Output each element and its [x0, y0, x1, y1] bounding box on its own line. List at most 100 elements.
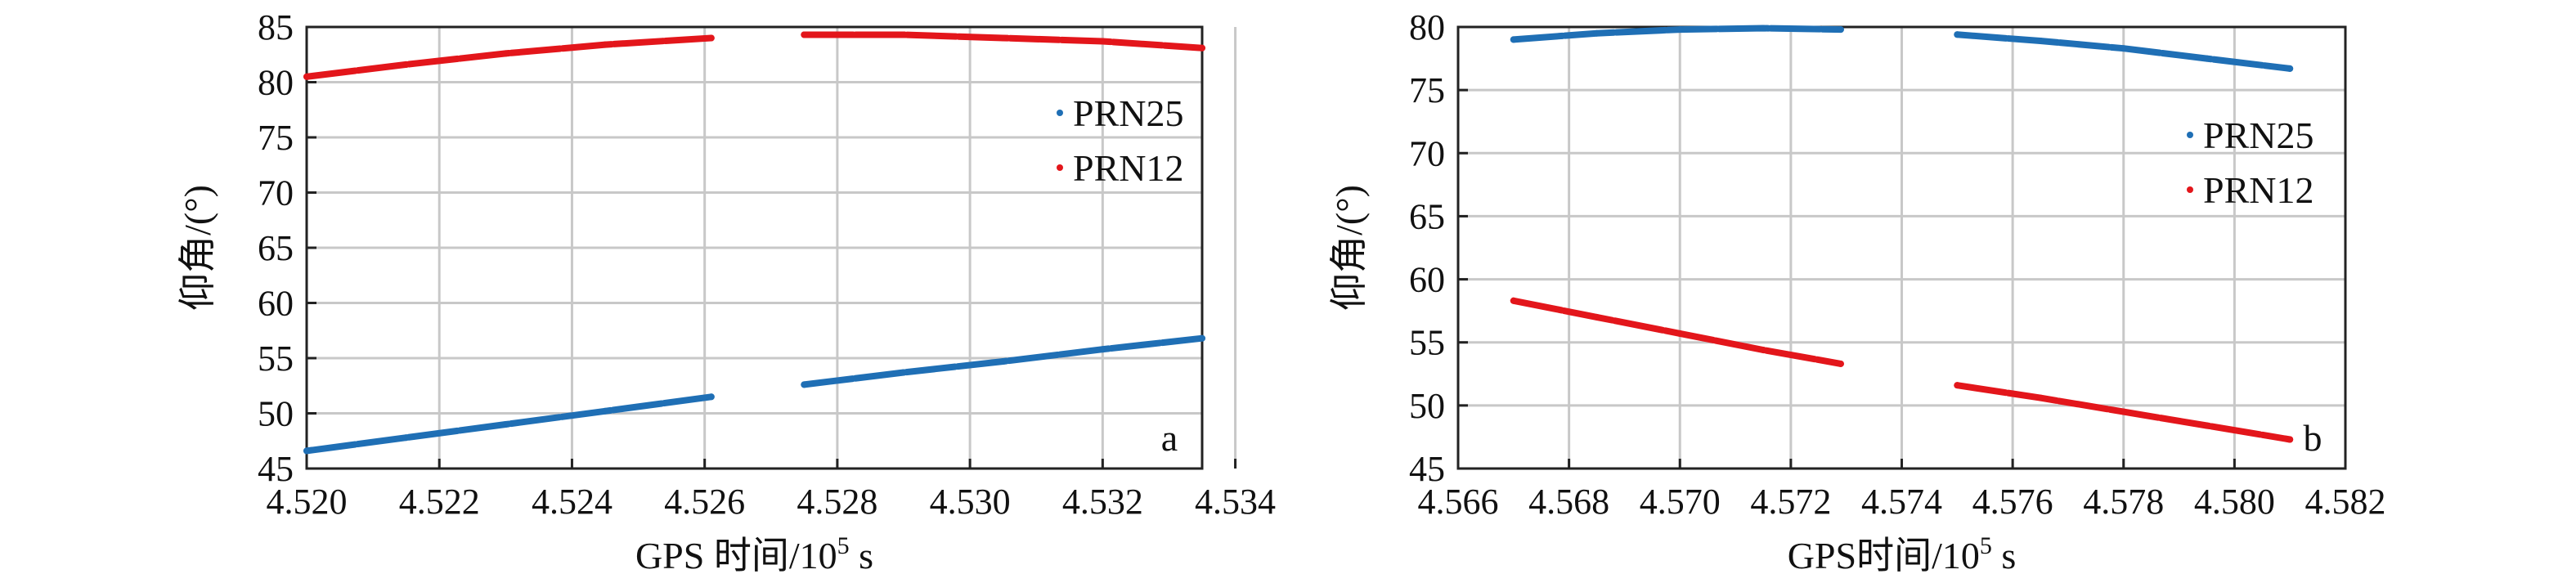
x-tick-label: 4.566	[1418, 482, 1499, 522]
data-point	[707, 393, 715, 401]
data-point	[1099, 38, 1106, 45]
data-point	[1510, 297, 1517, 304]
x-tick-label: 4.522	[399, 482, 480, 522]
y-tick-label: 65	[258, 228, 294, 268]
data-point	[1954, 382, 1961, 389]
chart-panel-a: 4.520 4.522 4.524 4.526 4.528 4.530 4.532 4.534…	[177, 7, 1276, 576]
y-axis-title: 仰角/(°)	[177, 185, 218, 311]
y-tick-label: 80	[1409, 7, 1445, 47]
data-point	[2120, 408, 2127, 415]
x-tick-label: 4.528	[797, 482, 877, 522]
x-tick-label: 4.574	[1861, 482, 1942, 522]
y-tick-label: 45	[258, 449, 294, 489]
data-point	[502, 50, 509, 57]
y-tick-label: 75	[258, 118, 294, 158]
data-point	[801, 381, 808, 388]
x-axis-title-unit: s	[1992, 535, 2016, 576]
data-point	[999, 34, 1007, 42]
data-point	[1593, 313, 1600, 321]
data-point	[1199, 334, 1205, 342]
data-point	[1954, 31, 1961, 38]
legend-label-PRN12: PRN12	[2203, 169, 2313, 211]
y-tick-label: 55	[258, 339, 294, 379]
y-tick-label: 60	[1409, 260, 1445, 300]
y-axis-title: 仰角/(°)	[1328, 185, 1370, 311]
data-point	[2203, 55, 2210, 62]
data-point	[402, 61, 410, 68]
y-tick-label: 45	[1409, 449, 1445, 489]
legend-marker-PRN12	[2187, 186, 2193, 193]
x-tick-label: 4.578	[2083, 482, 2164, 522]
plot-frame	[1456, 25, 2347, 470]
panel-label: a	[1161, 417, 1178, 459]
data-point	[1676, 26, 1684, 34]
x-tick-label: 4.526	[664, 482, 745, 522]
data-point	[2037, 37, 2044, 44]
y-tick-label: 50	[258, 394, 294, 434]
x-tick-label: 4.520	[267, 482, 348, 522]
legend-marker-PRN25	[1057, 110, 1063, 116]
data-point	[900, 31, 907, 38]
legend-label-PRN25: PRN25	[2203, 114, 2313, 156]
data-point	[999, 358, 1007, 365]
x-tick-label: 4.572	[1750, 482, 1831, 522]
y-tick-label: 85	[258, 7, 294, 47]
data-point	[303, 447, 310, 455]
data-point	[1593, 29, 1600, 37]
data-point	[1837, 26, 1844, 34]
data-point	[1510, 36, 1517, 43]
x-tick-label: 4.524	[532, 482, 613, 522]
x-tick-label: 4.576	[1972, 482, 2053, 522]
data-point	[1099, 346, 1106, 353]
data-point	[1759, 346, 1766, 353]
y-tick-label: 80	[258, 63, 294, 103]
series-PRN12	[303, 31, 1205, 80]
y-tick-label: 55	[1409, 323, 1445, 363]
x-tick-label: 4.582	[2305, 482, 2386, 522]
y-tick-label: 70	[1409, 133, 1445, 173]
data-point	[602, 41, 608, 48]
data-point	[801, 31, 808, 38]
data-point	[2120, 45, 2127, 52]
data-point	[502, 421, 509, 428]
x-axis-title-text: GPS 时间/10	[635, 535, 837, 576]
x-tick-label: 4.530	[930, 482, 1011, 522]
panel-label: b	[2304, 417, 2322, 459]
data-point	[900, 369, 907, 376]
x-axis-title: GPS 时间/105 s	[635, 532, 873, 576]
series-PRN12	[1510, 297, 2294, 443]
chart-panel-b: 4.566 4.568 4.570 4.572 4.574 4.576 4.578 4.580…	[1328, 7, 2386, 576]
x-tick-label: 4.532	[1062, 482, 1143, 522]
x-axis-title-exponent: 5	[837, 532, 850, 559]
x-axis-title-unit: s	[850, 535, 873, 576]
x-tick-label: 4.568	[1528, 482, 1609, 522]
y-tick-label: 75	[1409, 70, 1445, 110]
data-point	[303, 73, 310, 80]
y-tick-label: 65	[1409, 196, 1445, 236]
data-point	[1759, 25, 1766, 32]
data-point	[2203, 422, 2210, 429]
data-point	[707, 34, 715, 42]
x-axis-title-text: GPS时间/10	[1788, 535, 1980, 576]
legend-marker-PRN12	[1057, 164, 1063, 171]
series-PRN25	[303, 334, 1205, 455]
plot-frame	[305, 25, 1204, 470]
legend-label-PRN12: PRN12	[1073, 147, 1183, 189]
data-point	[402, 434, 410, 442]
legend-marker-PRN25	[2187, 132, 2193, 138]
series-PRN25	[1510, 25, 2294, 72]
data-point	[1199, 44, 1205, 52]
y-tick-label: 70	[258, 173, 294, 213]
data-point	[1676, 330, 1684, 337]
x-tick-label: 4.580	[2194, 482, 2275, 522]
data-point	[2287, 65, 2294, 72]
y-tick-label: 60	[258, 284, 294, 324]
y-tick-label: 50	[1409, 386, 1445, 426]
x-tick-label: 4.570	[1640, 482, 1721, 522]
data-point	[1837, 360, 1844, 367]
legend-label-PRN25: PRN25	[1073, 92, 1183, 134]
data-point	[602, 407, 608, 415]
data-point	[2037, 394, 2044, 401]
x-tick-label: 4.534	[1195, 482, 1276, 522]
